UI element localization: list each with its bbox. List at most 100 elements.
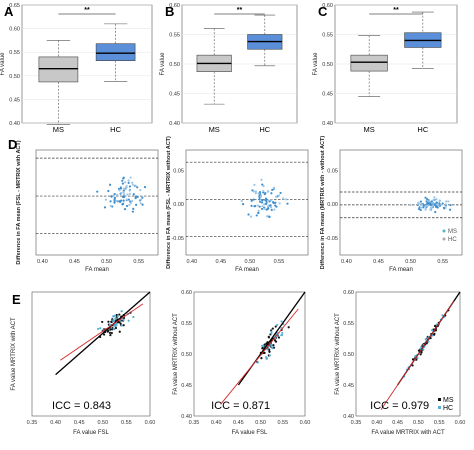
data-point: [109, 328, 112, 331]
y-axis-label: Difference in FA mean (FSL - MRTRIX with…: [16, 140, 22, 264]
data-point: [275, 205, 278, 208]
y-tick-label: 0.60: [181, 290, 192, 296]
data-point: [411, 358, 415, 361]
data-point: [121, 182, 125, 185]
data-point: [274, 195, 278, 198]
data-point: [434, 210, 437, 214]
data-point: [106, 330, 109, 333]
legend-label: MS: [443, 397, 454, 404]
significance-label: **: [237, 7, 243, 14]
data-point: [411, 364, 414, 367]
legend-marker: [442, 237, 446, 241]
category-label: HC: [417, 125, 428, 134]
y-tick-label: 0.40: [322, 121, 333, 127]
data-point: [101, 320, 104, 324]
x-tick-label: 0.45: [373, 259, 384, 265]
x-tick-label: 0.35: [27, 420, 38, 426]
scatter-E3: 0.35 0.40 0.45 0.50 0.55 0.600.400.450.500.55…: [335, 290, 465, 436]
data-point: [136, 186, 139, 189]
data-point: [132, 315, 135, 319]
data-point: [266, 199, 269, 202]
data-point: [252, 190, 256, 193]
bland-altman-D1-frame: [35, 149, 159, 256]
data-point: [422, 348, 425, 351]
data-point: [253, 183, 256, 186]
data-point: [127, 179, 130, 182]
significance-label: **: [393, 7, 399, 14]
y-tick-label: 0.45: [9, 97, 20, 103]
y-axis-label: Difference in FA mean (FSL - MRTRIX with…: [166, 136, 172, 269]
data-point: [280, 333, 284, 337]
data-point: [438, 202, 441, 205]
icc-label: ICC = 0.871: [211, 400, 270, 412]
y-tick-label: 0.40: [9, 121, 20, 127]
boxplot-B: 0.40 0.45 0.50 0.55 0.60 FA value MS HC **: [160, 3, 298, 134]
y-axis-label: FA value MRTRIX without ACT: [335, 313, 341, 395]
data-point: [109, 204, 112, 207]
data-point: [114, 326, 118, 330]
scatter-E1-frame: [31, 291, 151, 417]
y-tick-label: 0.40: [181, 414, 192, 420]
box-hc: [95, 43, 136, 61]
data-point: [115, 199, 118, 203]
data-point: [428, 200, 431, 203]
data-point: [261, 183, 264, 186]
data-point: [122, 199, 125, 202]
data-point: [258, 198, 261, 201]
data-point: [115, 323, 118, 327]
y-axis-label: Difference in FA mean (MRTRIX with - wit…: [320, 136, 326, 270]
data-point: [122, 324, 125, 327]
data-point: [96, 190, 99, 193]
data-point: [108, 183, 112, 186]
x-tick-label: 0.50: [255, 420, 266, 426]
data-point: [425, 197, 429, 201]
data-point: [287, 326, 290, 329]
bland-altman-D3: 0.40 0.45 0.50 0.55 0.05 0.00 -0.05 FA mean Diff…: [320, 136, 463, 273]
y-tick-label: 0.50: [181, 352, 192, 358]
data-point: [268, 215, 271, 219]
data-point: [420, 351, 423, 354]
data-point: [122, 202, 125, 205]
x-tick-label: 0.55: [133, 259, 144, 265]
data-point: [424, 205, 427, 208]
data-point: [272, 344, 275, 347]
y-tick-label: -0.05: [171, 236, 184, 242]
data-point: [282, 197, 285, 200]
data-point: [436, 203, 439, 206]
x-tick-label: 0.45: [69, 259, 80, 265]
data-point: [264, 199, 267, 202]
legend-marker: [438, 398, 441, 401]
data-point: [113, 314, 116, 317]
data-point: [432, 201, 435, 204]
data-point: [126, 193, 129, 196]
data-point: [128, 189, 131, 192]
data-point: [270, 199, 273, 202]
data-point: [141, 196, 144, 199]
data-point: [264, 191, 267, 195]
y-tick-label: -0.05: [325, 236, 338, 242]
data-point: [123, 208, 127, 211]
data-point: [266, 348, 269, 351]
data-point: [267, 190, 270, 193]
data-point: [270, 344, 273, 348]
data-point: [442, 206, 446, 209]
data-point: [270, 208, 273, 212]
data-point: [433, 332, 436, 335]
data-point: [267, 205, 270, 208]
y-tick-label: 0.40: [343, 414, 354, 420]
y-tick-label: 0.50: [169, 62, 180, 68]
data-point: [132, 193, 135, 196]
data-point: [285, 198, 288, 201]
bland-altman-D2-frame: [185, 149, 309, 256]
data-point: [431, 329, 434, 332]
data-point: [250, 204, 253, 207]
icc-label: ICC = 0.843: [52, 400, 111, 412]
data-point: [422, 206, 425, 209]
data-point: [441, 314, 444, 317]
data-point: [435, 198, 438, 201]
box-ms: [38, 56, 79, 83]
y-axis-label: FA value: [313, 52, 319, 76]
data-point: [257, 209, 260, 212]
x-axis-label: FA mean: [389, 267, 413, 273]
